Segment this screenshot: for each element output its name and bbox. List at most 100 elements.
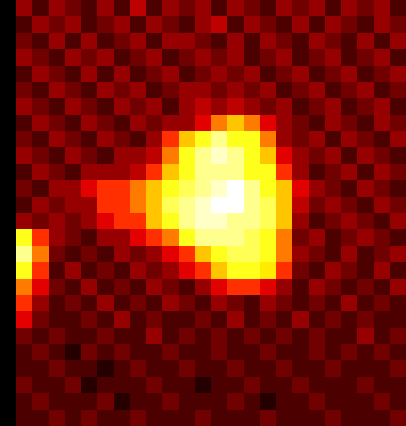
heat-cell bbox=[211, 197, 227, 213]
heat-cell bbox=[81, 393, 97, 410]
heat-cell bbox=[244, 213, 260, 229]
heat-cell bbox=[0, 410, 16, 426]
heat-cell bbox=[32, 328, 49, 344]
heat-cell bbox=[49, 115, 65, 131]
heat-cell bbox=[244, 33, 260, 49]
heat-cell bbox=[374, 377, 390, 393]
heat-cell bbox=[211, 49, 227, 66]
heat-cell bbox=[97, 344, 114, 360]
heat-cell bbox=[114, 213, 130, 229]
heat-cell bbox=[81, 197, 97, 213]
heat-cell bbox=[211, 229, 227, 246]
heat-cell bbox=[227, 311, 244, 328]
heat-cell bbox=[341, 115, 357, 131]
heat-cell bbox=[146, 295, 162, 311]
heat-cell bbox=[325, 262, 341, 279]
heat-cell bbox=[16, 213, 32, 229]
heat-cell bbox=[0, 82, 16, 98]
heat-cell bbox=[227, 98, 244, 115]
heat-cell bbox=[0, 147, 16, 164]
heat-cell bbox=[244, 377, 260, 393]
heat-cell bbox=[195, 410, 211, 426]
heat-cell bbox=[195, 164, 211, 180]
heat-cell bbox=[114, 33, 130, 49]
heat-cell bbox=[276, 377, 292, 393]
heat-cell bbox=[179, 344, 195, 360]
heat-cell bbox=[292, 147, 309, 164]
heat-cell bbox=[97, 147, 114, 164]
heat-cell bbox=[292, 279, 309, 295]
heat-cell bbox=[309, 82, 325, 98]
heat-cell bbox=[114, 197, 130, 213]
heat-cell bbox=[325, 115, 341, 131]
heat-cell bbox=[179, 213, 195, 229]
heat-cell bbox=[114, 0, 130, 16]
heat-cell bbox=[374, 180, 390, 197]
heat-cell bbox=[130, 410, 146, 426]
heat-cell bbox=[16, 295, 32, 311]
heat-cell bbox=[325, 66, 341, 82]
heat-cell bbox=[341, 246, 357, 262]
heat-cell bbox=[244, 279, 260, 295]
heat-cell bbox=[162, 393, 179, 410]
heat-cell bbox=[179, 246, 195, 262]
heat-cell bbox=[0, 180, 16, 197]
heat-cell bbox=[195, 66, 211, 82]
heat-cell bbox=[130, 0, 146, 16]
heat-cell bbox=[374, 82, 390, 98]
heat-cell bbox=[211, 180, 227, 197]
heat-cell bbox=[130, 262, 146, 279]
heat-cell bbox=[260, 377, 276, 393]
heat-cell bbox=[309, 262, 325, 279]
heat-cell bbox=[341, 147, 357, 164]
heat-cell bbox=[130, 197, 146, 213]
heat-cell bbox=[130, 33, 146, 49]
heat-cell bbox=[357, 360, 374, 377]
heat-cell bbox=[227, 49, 244, 66]
heat-cell bbox=[244, 49, 260, 66]
heat-cell bbox=[276, 82, 292, 98]
heat-cell bbox=[309, 328, 325, 344]
heat-cell bbox=[292, 82, 309, 98]
heat-cell bbox=[97, 410, 114, 426]
heat-cell bbox=[309, 131, 325, 147]
heat-cell bbox=[130, 328, 146, 344]
heat-cell bbox=[49, 377, 65, 393]
heat-cell bbox=[309, 180, 325, 197]
heat-cell bbox=[244, 16, 260, 33]
heat-cell bbox=[179, 115, 195, 131]
heat-cell bbox=[81, 279, 97, 295]
heat-cell bbox=[374, 115, 390, 131]
heat-cell bbox=[114, 131, 130, 147]
heat-cell bbox=[114, 98, 130, 115]
heat-cell bbox=[49, 410, 65, 426]
heat-cell bbox=[309, 213, 325, 229]
heat-cell bbox=[0, 197, 16, 213]
heat-cell bbox=[374, 311, 390, 328]
heat-cell bbox=[81, 229, 97, 246]
heat-cell bbox=[276, 279, 292, 295]
heat-cell bbox=[276, 49, 292, 66]
heat-cell bbox=[341, 49, 357, 66]
heat-cell bbox=[309, 229, 325, 246]
heat-cell bbox=[260, 344, 276, 360]
heat-cell bbox=[276, 393, 292, 410]
heat-cell bbox=[260, 410, 276, 426]
heat-cell bbox=[162, 180, 179, 197]
heat-cell bbox=[309, 98, 325, 115]
heat-cell bbox=[357, 393, 374, 410]
heat-cell bbox=[244, 311, 260, 328]
heat-cell bbox=[374, 98, 390, 115]
heat-cell bbox=[276, 213, 292, 229]
heat-cell bbox=[97, 360, 114, 377]
heat-cell bbox=[292, 213, 309, 229]
heat-cell bbox=[211, 246, 227, 262]
heat-cell bbox=[341, 328, 357, 344]
heat-cell bbox=[374, 410, 390, 426]
heat-cell bbox=[130, 147, 146, 164]
heat-cell bbox=[114, 147, 130, 164]
heat-cell bbox=[260, 115, 276, 131]
heat-cell bbox=[276, 410, 292, 426]
heat-cell bbox=[227, 66, 244, 82]
heat-cell bbox=[341, 66, 357, 82]
